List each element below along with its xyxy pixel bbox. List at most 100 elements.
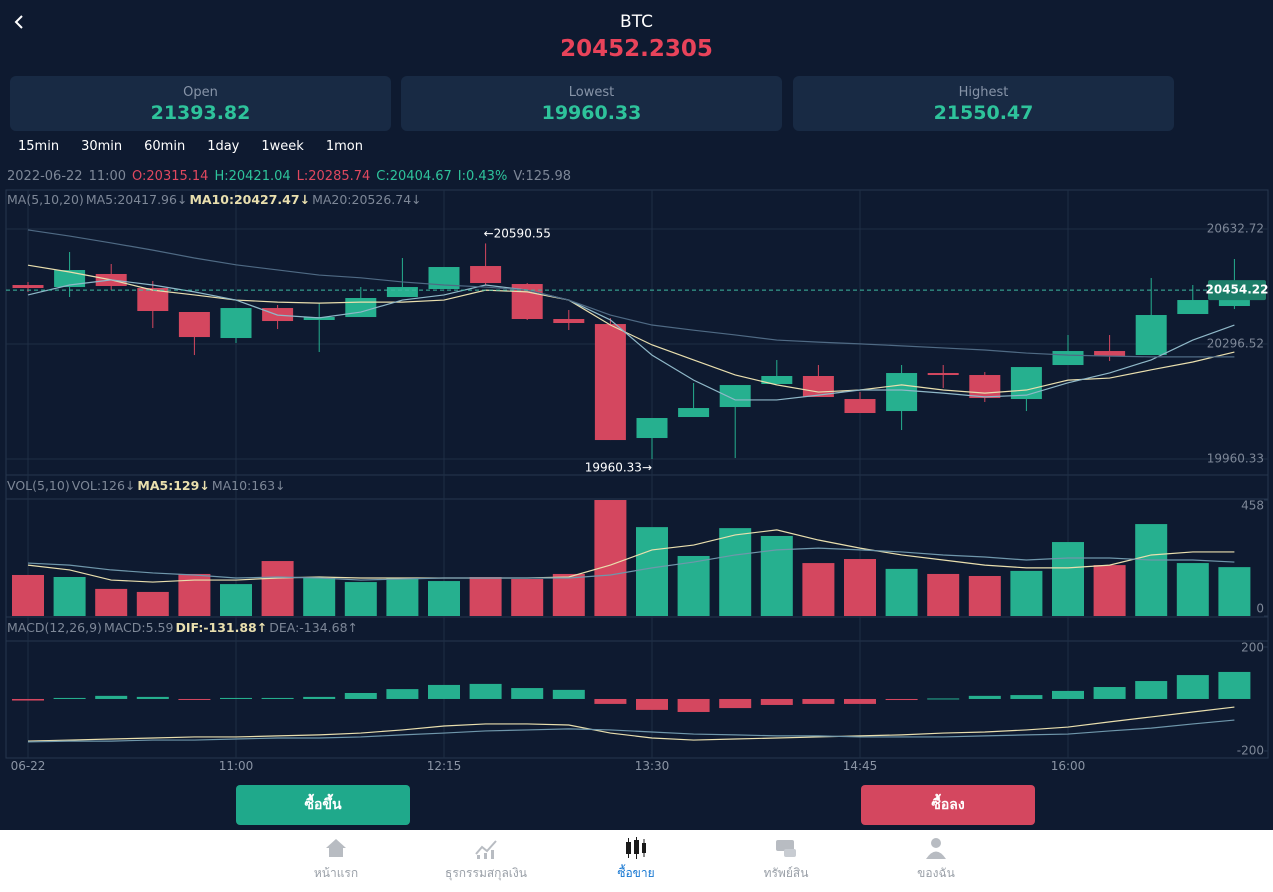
candle-body [678, 408, 710, 418]
buy-down-button[interactable]: ซื้อลง [861, 785, 1035, 825]
info-high: H:20421.04 [214, 169, 291, 184]
volume-bar [136, 591, 169, 616]
min-annotation: 19960.33→ [585, 461, 652, 475]
info-bar: 2022-06-22 11:00 O:20315.14 H:20421.04 L:202… [7, 169, 577, 184]
volume-bar [760, 535, 793, 616]
nav-item[interactable]: ธุรกรรมสกุลเงิน [411, 830, 561, 883]
volume-bar [844, 559, 876, 616]
legend-item: VOL:126↓ [71, 478, 136, 493]
candle-body [137, 288, 169, 312]
candle-body [303, 317, 335, 321]
interval-tab[interactable]: 1mon [325, 139, 363, 154]
stat-label: Lowest [568, 85, 615, 100]
nav-item[interactable]: ซื้อขาย [561, 830, 711, 883]
buy-up-button[interactable]: ซื้อขึ้น [236, 785, 410, 825]
macd-bar [136, 696, 169, 699]
macd-bar [1218, 671, 1251, 699]
nav-item[interactable]: ของฉัน [861, 830, 1011, 883]
volume-bar [802, 563, 835, 616]
info-change: I:0.43% [457, 169, 508, 184]
volume-bar [303, 578, 336, 616]
interval-tab[interactable]: 1week [261, 139, 304, 154]
macd-bar [386, 689, 419, 699]
macd-bar [760, 698, 793, 705]
candle-body [345, 298, 377, 318]
volume-bar [677, 555, 710, 616]
nav-item[interactable]: หน้าแรก [261, 830, 411, 883]
candle-body [220, 308, 252, 339]
legend-item: MA20:20526.74↓ [312, 192, 422, 207]
interval-tab[interactable]: 15min [18, 139, 60, 154]
y-tick-label: 458 [1241, 499, 1264, 513]
volume-bar [885, 568, 918, 616]
legend-item: MA5:129↓ [137, 478, 210, 493]
macd-bar [178, 698, 211, 700]
candle-body [1010, 367, 1042, 400]
volume-bar [1218, 567, 1251, 616]
legend-item: DEA:-134.68↑ [269, 620, 359, 635]
macd-bar [1010, 695, 1043, 699]
candle-body [428, 267, 460, 290]
candle-body [1094, 351, 1126, 357]
y-tick-label: 20296.52 [1207, 337, 1264, 351]
macd-bar [927, 698, 960, 700]
back-button[interactable] [12, 14, 26, 30]
x-tick-label: 13:30 [635, 759, 670, 773]
legend: MA(5,10,20) MA5:20417.96↓ MA10:20427.47↓ MA… [7, 192, 424, 207]
stat-value: 19960.33 [541, 102, 642, 124]
stat-value: 21393.82 [150, 102, 251, 124]
nav-item[interactable]: ทรัพย์สิน [711, 830, 861, 883]
interval-tab[interactable]: 1day [207, 139, 240, 154]
candle-body [470, 266, 502, 284]
max-annotation: ←20590.55 [484, 226, 551, 240]
y-tick-label: 19960.33 [1207, 452, 1264, 466]
last-price-label: 20454.22 [1205, 283, 1268, 297]
macd-bar [95, 695, 128, 699]
nav-label: ทรัพย์สิน [763, 866, 809, 880]
volume-bar [220, 584, 252, 616]
info-close: C:20404.67 [376, 169, 452, 184]
candle-body [969, 375, 1001, 399]
volume-bar [1052, 542, 1084, 616]
volume-bar [1093, 565, 1126, 616]
macd-bar [636, 698, 668, 710]
interval-tab[interactable]: 30min [81, 139, 123, 154]
volume-bar [511, 579, 544, 616]
stat-card: Open 21393.82 [10, 76, 391, 131]
candle-body [1135, 315, 1167, 356]
x-tick-label: 16:00 [1051, 759, 1086, 773]
macd-bar [802, 698, 835, 704]
nav-label: ของฉัน [917, 866, 955, 880]
info-time: 11:00 [88, 169, 127, 184]
candle-body [54, 270, 86, 288]
title: BTC [620, 12, 653, 32]
interval-tab[interactable]: 60min [144, 139, 186, 154]
macd-bar [53, 697, 86, 699]
legend: VOL(5,10) VOL:126↓ MA5:129↓ MA10:163↓ [7, 478, 288, 493]
nav-label: ซื้อขาย [617, 866, 655, 880]
volume-bar [344, 582, 377, 616]
macd-bar [511, 688, 544, 699]
y-tick-label: 0 [1256, 602, 1264, 616]
volume-bar [261, 561, 294, 616]
volume-bar [719, 528, 752, 616]
legend-item: MA10:163↓ [211, 478, 286, 493]
x-tick-label: 12:15 [427, 759, 462, 773]
x-tick-label: 06-22 [11, 759, 46, 773]
legend-item: MA5:20417.96↓ [85, 192, 188, 207]
candle-body [761, 376, 793, 385]
y-tick-label: 20632.72 [1207, 222, 1264, 236]
y-tick-label: 200 [1241, 641, 1264, 655]
candle-body [636, 418, 668, 439]
macd-bar [968, 695, 1001, 699]
stat-card: Highest 21550.47 [793, 76, 1174, 131]
volume-bar [386, 578, 419, 616]
legend-item: MACD(12,26,9) [7, 620, 102, 635]
volume-bar [552, 573, 585, 616]
stat-card: Lowest 19960.33 [401, 76, 782, 131]
macd-bar [1052, 690, 1084, 699]
legend: MACD(12,26,9) MACD:5.59 DIF:-131.88↑ DEA:-1… [7, 620, 360, 635]
macd-bar [12, 698, 44, 701]
